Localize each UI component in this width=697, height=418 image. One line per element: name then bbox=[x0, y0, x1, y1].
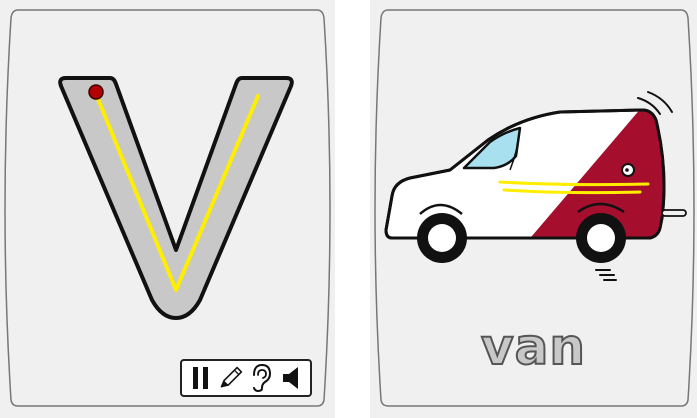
letter-tracing-area[interactable] bbox=[0, 0, 335, 418]
letter-toolbar bbox=[180, 359, 312, 397]
van-front-wheel bbox=[417, 213, 467, 263]
sound-button[interactable] bbox=[278, 363, 304, 393]
ear-icon bbox=[253, 363, 272, 393]
van-rear-wheel bbox=[576, 213, 626, 263]
van-accent bbox=[520, 110, 664, 238]
van-illustration bbox=[384, 91, 687, 281]
letter-v-shape bbox=[58, 76, 294, 320]
pause-icon bbox=[193, 367, 208, 389]
pencil-icon bbox=[220, 366, 243, 388]
listen-button[interactable] bbox=[248, 363, 274, 393]
letter-card bbox=[0, 0, 335, 418]
speaker-icon bbox=[283, 367, 298, 389]
trace-start-dot[interactable] bbox=[88, 84, 104, 100]
pause-button[interactable] bbox=[188, 363, 214, 393]
letter-trace-guide bbox=[94, 92, 260, 292]
word-label: van bbox=[480, 317, 586, 377]
write-button[interactable] bbox=[218, 363, 244, 393]
word-card: van bbox=[370, 0, 697, 418]
van-window bbox=[462, 126, 522, 170]
